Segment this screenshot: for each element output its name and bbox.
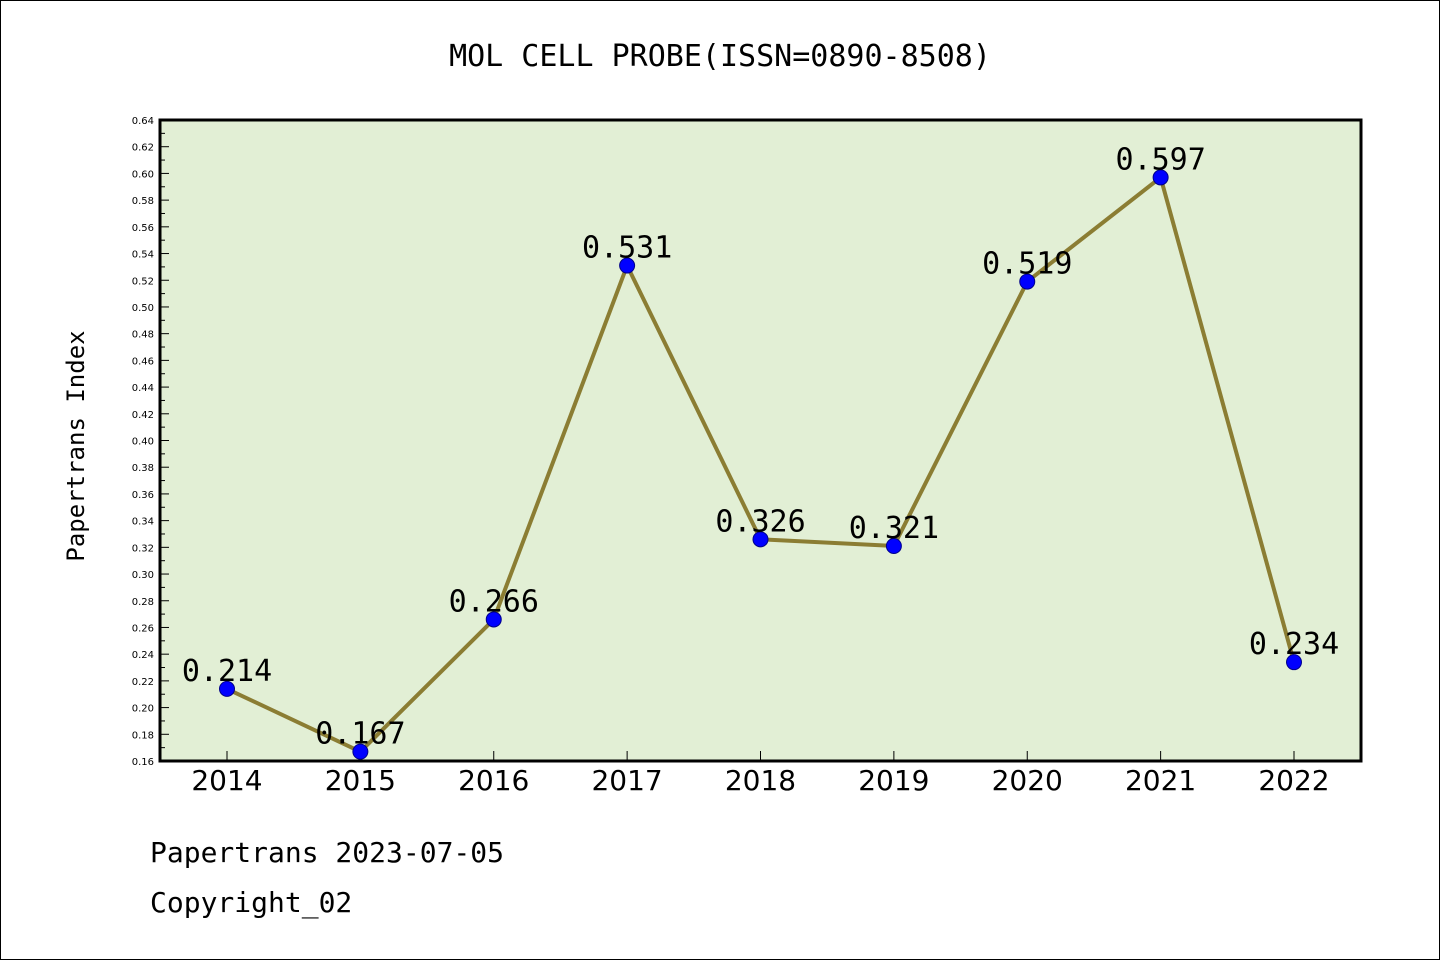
data-labels: 0.214 0.167 0.266 0.531 0.326 0.321 0.519 0.597… — [182, 142, 1339, 751]
data-label: 0.321 — [849, 511, 939, 546]
y-tick-label: 0.20 — [132, 704, 154, 715]
data-label: 0.326 — [715, 504, 805, 539]
y-tick-label: 0.42 — [132, 410, 154, 421]
footer-copyright: Copyright_02 — [150, 886, 353, 919]
y-tick-label: 0.24 — [132, 650, 154, 661]
data-point — [1286, 654, 1302, 671]
data-label: 0.266 — [449, 584, 539, 619]
y-tick-label: 0.46 — [132, 356, 154, 367]
y-tick-label: 0.56 — [132, 223, 154, 234]
x-tick-label: 2022 — [1258, 764, 1329, 797]
y-tick-label: 0.26 — [132, 623, 154, 634]
data-label: 0.234 — [1249, 627, 1339, 662]
x-tick-label: 2014 — [191, 764, 262, 797]
y-tick-label: 0.58 — [132, 196, 154, 207]
y-tick-label: 0.44 — [132, 383, 154, 394]
y-tick-label: 0.32 — [132, 543, 154, 554]
data-point — [485, 611, 502, 628]
data-label: 0.167 — [315, 717, 405, 752]
y-tick-label: 0.28 — [132, 597, 154, 608]
data-point — [352, 743, 369, 760]
data-label: 0.597 — [1115, 142, 1205, 177]
data-point — [885, 537, 902, 554]
y-tick-label: 0.48 — [132, 330, 154, 341]
x-tick-label: 2016 — [458, 764, 529, 797]
data-point — [1152, 169, 1169, 186]
y-tick-label: 0.30 — [132, 570, 154, 581]
data-label: 0.519 — [982, 247, 1072, 282]
y-tick-label: 0.18 — [132, 730, 154, 741]
x-tick-label: 2017 — [591, 764, 662, 797]
y-axis-ticks: 0.16 0.18 0.20 0.22 0.24 0.26 0.28 0.30 0.32 0.34… — [132, 116, 169, 768]
y-tick-label: 0.36 — [132, 490, 154, 501]
data-point — [752, 531, 769, 548]
y-tick-label: 0.22 — [132, 677, 154, 688]
y-tick-label: 0.60 — [132, 169, 154, 180]
y-tick-label: 0.64 — [132, 116, 154, 127]
y-tick-label: 0.54 — [132, 250, 154, 261]
series-papertrans-index — [219, 169, 1302, 760]
plot-area — [158, 118, 1363, 763]
x-axis-ticks: 2014 2015 2016 2017 2018 2019 2020 2021 2022 — [191, 751, 1330, 797]
x-tick-label: 2019 — [858, 764, 929, 797]
footer-date: Papertrans 2023-07-05 — [150, 836, 505, 869]
x-tick-label: 2021 — [1125, 764, 1196, 797]
y-tick-label: 0.52 — [132, 276, 154, 287]
data-label: 0.214 — [182, 654, 272, 689]
y-tick-label: 0.62 — [132, 143, 154, 154]
data-label: 0.531 — [582, 231, 672, 266]
y-tick-label: 0.40 — [132, 437, 154, 448]
y-tick-label: 0.50 — [132, 303, 154, 314]
y-tick-label: 0.34 — [132, 517, 154, 528]
data-point — [1019, 273, 1036, 290]
y-axis-label: Papertrans Index — [62, 330, 90, 561]
x-tick-label: 2018 — [725, 764, 796, 797]
y-tick-label: 0.38 — [132, 463, 154, 474]
y-tick-label: 0.16 — [132, 757, 154, 768]
x-tick-label: 2015 — [325, 764, 396, 797]
data-point — [619, 257, 636, 274]
x-tick-label: 2020 — [992, 764, 1063, 797]
chart-title: MOL CELL PROBE(ISSN=0890-8508) — [449, 39, 991, 74]
data-point — [219, 680, 235, 697]
